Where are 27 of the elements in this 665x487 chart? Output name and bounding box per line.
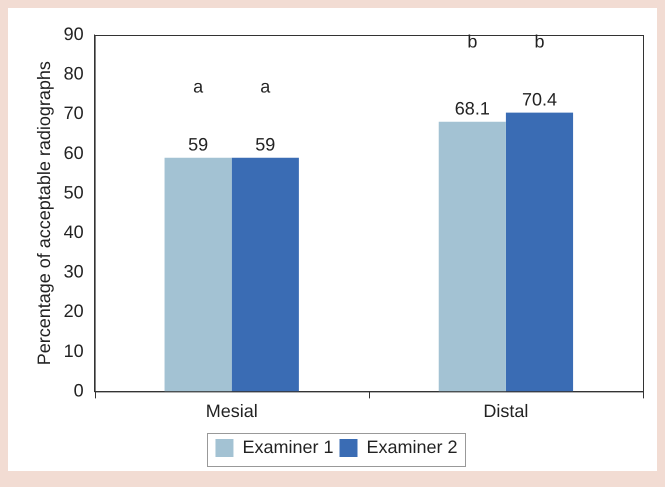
- x-tick-label: Mesial: [206, 401, 258, 422]
- annotation: b: [534, 32, 544, 52]
- data-label: 59: [188, 134, 208, 155]
- annotation: a: [193, 76, 204, 97]
- bar: [164, 158, 232, 392]
- y-tick-label: 30: [64, 262, 84, 282]
- bar: [232, 158, 299, 392]
- legend-label: Examiner 2: [366, 436, 458, 457]
- data-label: 68.1: [454, 98, 490, 119]
- y-tick-label: 90: [64, 24, 84, 44]
- bar: [438, 122, 506, 392]
- annotation: b: [467, 32, 478, 52]
- y-tick-label: 20: [64, 301, 84, 322]
- y-tick-label: 0: [74, 380, 84, 400]
- y-tick-label: 40: [64, 222, 84, 242]
- y-tick-label: 10: [64, 340, 84, 361]
- y-tick-label: 50: [64, 182, 84, 202]
- data-label: 59: [255, 134, 276, 155]
- y-axis-title: Percentage of acceptable radiographs: [34, 61, 54, 366]
- legend-label: Examiner 1: [242, 436, 334, 457]
- bar: [506, 112, 574, 392]
- x-tick-label: Distal: [483, 401, 528, 422]
- data-label: 70.4: [522, 90, 558, 110]
- y-tick-label: 80: [64, 64, 84, 84]
- annotation: a: [260, 76, 272, 97]
- y-tick-label: 70: [64, 103, 84, 124]
- y-tick-label: 60: [64, 142, 84, 163]
